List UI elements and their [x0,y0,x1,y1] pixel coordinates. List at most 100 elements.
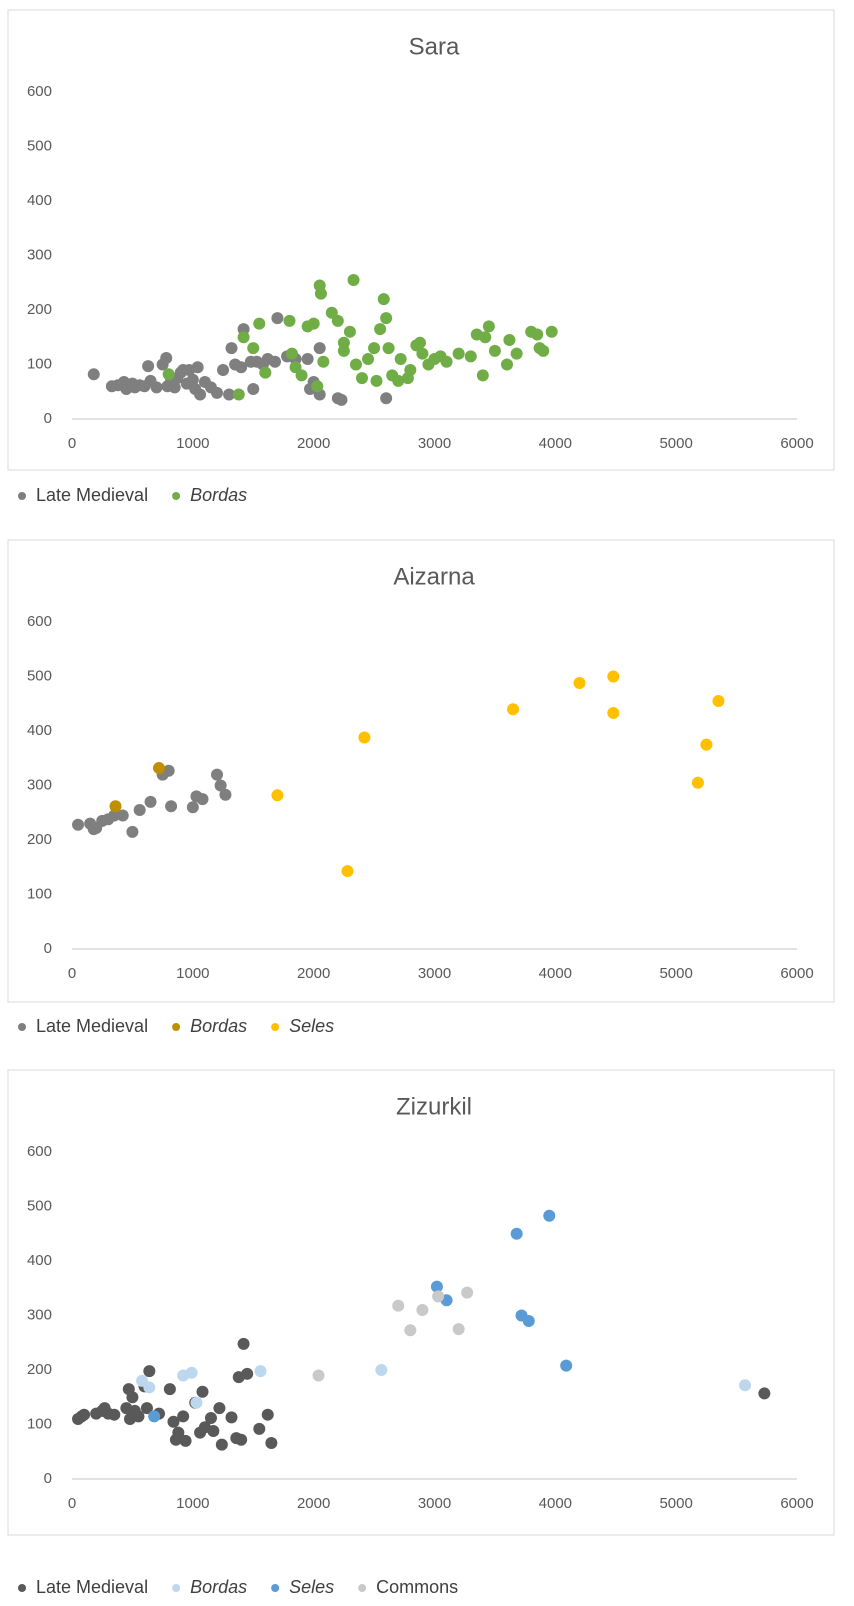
y-tick-label: 500 [27,667,52,684]
scatter-point [392,374,405,387]
legend-label: Late Medieval [36,1577,148,1597]
scatter-point [232,388,245,401]
y-tick-label: 300 [27,1306,52,1323]
scatter-point [241,1367,254,1380]
y-tick-label: 600 [27,613,52,630]
legend-marker [18,1023,26,1031]
scatter-point [269,355,281,368]
y-tick-label: 400 [27,192,52,209]
scatter-point [464,350,477,363]
scatter-point [144,795,157,808]
scatter-point [265,1437,278,1450]
scatter-point [186,801,199,814]
scatter-point [301,353,314,366]
scatter-point [479,331,492,344]
legend-label: Seles [289,1577,334,1597]
scatter-point [259,366,272,379]
x-tick-label: 3000 [418,435,451,452]
scatter-point [172,1426,185,1439]
legend-marker [358,1584,367,1592]
y-tick-label: 0 [44,410,52,427]
x-tick-label: 3000 [418,965,451,982]
scatter-point [522,1314,535,1327]
scatter-point [126,825,139,838]
scatter-point [374,323,387,336]
scatter-point [283,314,296,327]
legend-label: Late Medieval [36,1016,148,1036]
scatter-point [225,1411,238,1424]
y-tick-label: 100 [27,885,52,902]
scatter-point [179,1434,192,1447]
x-tick-label: 0 [68,435,76,452]
scatter-point [253,1422,266,1435]
scatter-point [700,738,713,751]
y-tick-label: 100 [27,355,52,372]
scatter-point [109,800,122,813]
scatter-point [167,1415,180,1428]
chart-title: Sara [409,33,460,60]
x-tick-label: 2000 [297,1495,330,1512]
scatter-point [416,347,429,360]
scatter-point [143,1365,156,1378]
scatter-point [335,393,348,406]
y-tick-label: 300 [27,776,52,793]
y-tick-label: 200 [27,301,52,318]
scatter-point [116,809,129,822]
x-tick-label: 5000 [659,1495,692,1512]
scatter-point [126,1391,139,1404]
scatter-point [370,374,383,387]
scatter-point [739,1379,752,1392]
chart-frame [7,9,835,471]
scatter-point [392,1299,405,1312]
scatter-point [537,344,550,357]
scatter-point [132,1410,145,1423]
scatter-point [285,347,298,360]
scatter-point [237,331,250,344]
legend-marker [18,492,26,500]
scatter-point [235,361,248,374]
scatter-point [271,789,284,802]
scatter-point [325,306,338,319]
scatter-point [204,1411,217,1424]
scatter-point [607,707,620,720]
scatter-point [253,317,266,330]
scatter-point [404,1324,417,1337]
scatter-point [375,1364,388,1376]
legend-label: Late Medieval [36,485,148,505]
scatter-point [165,800,178,813]
scatter-point [150,381,163,394]
chart-title: Aizarna [393,563,475,590]
scatter-point [223,388,236,401]
scatter-point [531,328,544,341]
scatter-point [185,1366,198,1379]
scatter-point [191,361,204,374]
scatter-point [314,287,327,300]
scatter-point [382,342,395,355]
chart-frame [7,1069,835,1536]
scatter-point [168,381,181,394]
scatter-point [254,1365,267,1378]
scatter-point [488,344,501,357]
x-tick-label: 4000 [539,435,572,452]
scatter-point [482,320,495,333]
scatter-point [190,1396,203,1409]
scatter-point [331,314,344,327]
y-tick-label: 0 [44,1470,52,1487]
scatter-point [440,355,453,368]
scatter-point [313,342,326,355]
scatter-point [163,1383,176,1396]
scatter-point [108,1408,121,1421]
chart-frame [7,539,835,1003]
scatter-point [72,818,85,831]
scatter-point [712,695,725,708]
scatter-point [108,809,121,822]
x-tick-label: 2000 [297,435,330,452]
x-tick-label: 5000 [659,435,692,452]
scatter-point [214,779,227,792]
scatter-point [341,865,354,878]
x-tick-label: 1000 [176,435,209,452]
scatter-point [143,1381,156,1394]
y-tick-label: 300 [27,246,52,263]
scatter-point [573,677,586,690]
x-tick-label: 5000 [659,965,692,982]
